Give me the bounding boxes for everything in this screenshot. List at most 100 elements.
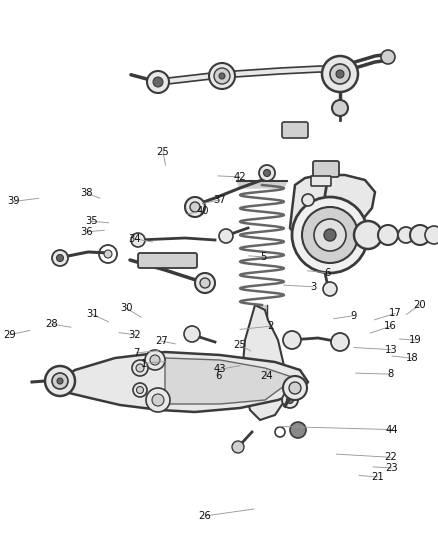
Text: 25: 25 xyxy=(233,341,247,350)
Text: 24: 24 xyxy=(260,371,272,381)
Circle shape xyxy=(331,333,349,351)
Circle shape xyxy=(200,278,210,288)
Text: 44: 44 xyxy=(386,425,398,434)
Circle shape xyxy=(147,71,169,93)
Text: 16: 16 xyxy=(384,321,397,331)
Circle shape xyxy=(150,355,160,365)
Circle shape xyxy=(195,273,215,293)
Circle shape xyxy=(425,226,438,244)
Text: 8: 8 xyxy=(388,369,394,379)
Circle shape xyxy=(131,233,145,247)
Text: 18: 18 xyxy=(406,353,418,363)
Circle shape xyxy=(133,383,147,397)
Circle shape xyxy=(323,282,337,296)
Circle shape xyxy=(52,250,68,266)
Polygon shape xyxy=(165,358,295,404)
Circle shape xyxy=(146,388,170,412)
Text: 31: 31 xyxy=(87,310,99,319)
Circle shape xyxy=(132,360,148,376)
Circle shape xyxy=(410,225,430,245)
FancyBboxPatch shape xyxy=(311,176,331,186)
Polygon shape xyxy=(242,305,285,420)
Text: 20: 20 xyxy=(413,300,426,310)
Circle shape xyxy=(283,376,307,400)
Text: 1: 1 xyxy=(141,359,147,368)
Circle shape xyxy=(104,250,112,258)
Text: 2: 2 xyxy=(268,321,274,331)
Text: 35: 35 xyxy=(85,216,97,226)
Circle shape xyxy=(219,73,225,79)
Circle shape xyxy=(145,350,165,370)
Circle shape xyxy=(324,229,336,241)
Text: 5: 5 xyxy=(261,252,267,262)
Circle shape xyxy=(336,70,344,78)
Text: 32: 32 xyxy=(129,330,141,340)
Polygon shape xyxy=(290,175,375,240)
Circle shape xyxy=(184,326,200,342)
Circle shape xyxy=(314,219,346,251)
Text: 26: 26 xyxy=(198,511,212,521)
FancyBboxPatch shape xyxy=(138,253,197,268)
Circle shape xyxy=(381,50,395,64)
Circle shape xyxy=(264,169,271,176)
Circle shape xyxy=(302,194,314,206)
Text: 3: 3 xyxy=(310,282,316,292)
Polygon shape xyxy=(60,352,308,412)
Text: 9: 9 xyxy=(351,311,357,320)
Text: 40: 40 xyxy=(196,206,208,215)
Circle shape xyxy=(283,331,301,349)
Circle shape xyxy=(289,382,301,394)
Text: 22: 22 xyxy=(384,453,397,462)
Text: 29: 29 xyxy=(3,330,16,340)
Text: 6: 6 xyxy=(215,371,221,381)
Text: 43: 43 xyxy=(214,365,226,374)
Text: 27: 27 xyxy=(155,336,168,346)
Text: 19: 19 xyxy=(409,335,422,345)
Text: 7: 7 xyxy=(134,348,140,358)
Circle shape xyxy=(57,254,64,262)
FancyBboxPatch shape xyxy=(282,122,308,138)
Circle shape xyxy=(282,392,298,408)
Polygon shape xyxy=(168,66,348,84)
Circle shape xyxy=(219,229,233,243)
Circle shape xyxy=(45,366,75,396)
Circle shape xyxy=(286,397,293,403)
Circle shape xyxy=(232,441,244,453)
Circle shape xyxy=(259,165,275,181)
Text: 13: 13 xyxy=(385,345,397,354)
Text: 17: 17 xyxy=(389,309,402,318)
Circle shape xyxy=(330,64,350,84)
Text: 34: 34 xyxy=(129,234,141,244)
Text: 36: 36 xyxy=(81,227,93,237)
Circle shape xyxy=(398,227,414,243)
Circle shape xyxy=(322,56,358,92)
Polygon shape xyxy=(257,305,267,385)
Text: 21: 21 xyxy=(371,472,384,482)
Circle shape xyxy=(209,63,235,89)
Text: 25: 25 xyxy=(156,147,170,157)
Circle shape xyxy=(57,378,63,384)
Text: 23: 23 xyxy=(386,463,398,473)
Circle shape xyxy=(214,68,230,84)
Circle shape xyxy=(292,197,368,273)
Text: 28: 28 xyxy=(46,319,58,329)
Circle shape xyxy=(152,394,164,406)
Circle shape xyxy=(190,202,200,212)
Text: 39: 39 xyxy=(8,197,20,206)
Text: 38: 38 xyxy=(81,188,93,198)
Text: 6: 6 xyxy=(325,268,331,278)
Text: 37: 37 xyxy=(214,195,226,205)
Circle shape xyxy=(302,207,358,263)
Circle shape xyxy=(52,373,68,389)
Polygon shape xyxy=(237,181,287,188)
Circle shape xyxy=(185,197,205,217)
Circle shape xyxy=(137,386,144,393)
Circle shape xyxy=(153,77,163,87)
Text: 42: 42 xyxy=(234,172,246,182)
Circle shape xyxy=(136,364,144,372)
Circle shape xyxy=(332,100,348,116)
Circle shape xyxy=(378,225,398,245)
Text: 30: 30 xyxy=(120,303,132,313)
Circle shape xyxy=(290,422,306,438)
Circle shape xyxy=(354,221,382,249)
